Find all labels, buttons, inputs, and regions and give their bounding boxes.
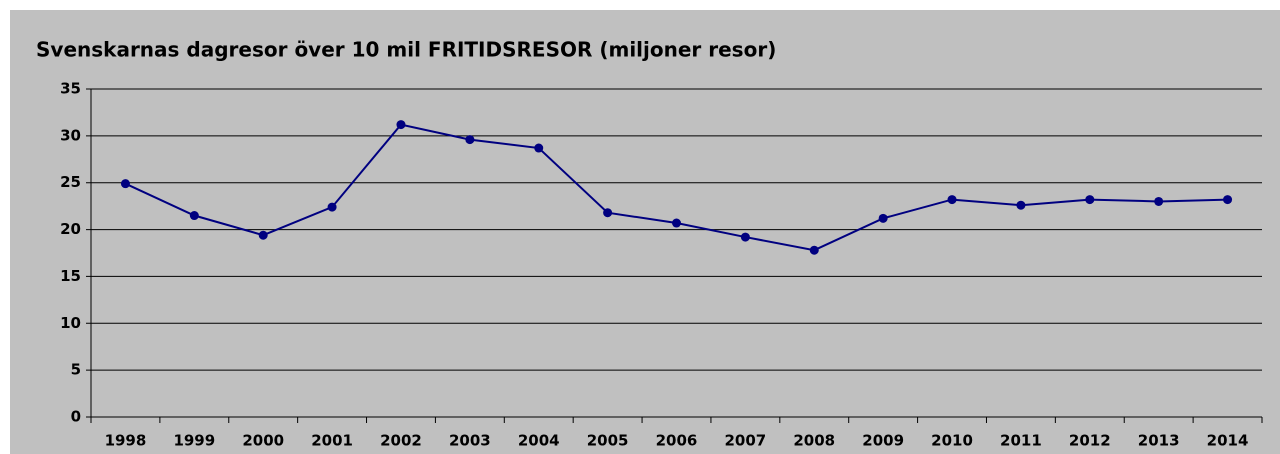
- data-point: [327, 202, 337, 212]
- y-tick-label: 20: [60, 220, 81, 238]
- data-point: [1085, 195, 1095, 205]
- data-point: [740, 232, 750, 242]
- data-point: [189, 211, 199, 221]
- data-point: [1223, 195, 1233, 205]
- data-point: [1154, 196, 1164, 206]
- data-point: [258, 230, 268, 240]
- x-tick-label: 2005: [587, 432, 629, 450]
- data-point: [120, 179, 130, 189]
- x-tick-label: 1999: [173, 432, 215, 450]
- x-tick-label: 2009: [862, 432, 904, 450]
- x-tick-label: 2011: [1000, 432, 1042, 450]
- data-point: [672, 218, 681, 228]
- y-tick-label: 5: [71, 361, 81, 379]
- data-point: [947, 195, 957, 205]
- x-tick-label: 2006: [656, 432, 698, 450]
- y-tick-label: 10: [60, 314, 81, 332]
- data-point: [603, 208, 613, 218]
- x-tick-label: 2014: [1207, 432, 1249, 450]
- y-tick-label: 25: [60, 173, 81, 191]
- y-tick-label: 35: [60, 80, 81, 98]
- data-point: [809, 245, 819, 255]
- x-tick-label: 2001: [311, 432, 353, 450]
- data-point: [396, 120, 406, 130]
- data-point: [534, 143, 544, 153]
- y-tick-label: 15: [60, 267, 81, 285]
- y-tick-label: 0: [71, 408, 81, 426]
- x-tick-label: 2013: [1138, 432, 1180, 450]
- data-point: [1016, 200, 1026, 210]
- x-tick-label: 2012: [1069, 432, 1111, 450]
- x-tick-label: 2000: [242, 432, 284, 450]
- x-tick-label: 2007: [725, 432, 767, 450]
- x-tick-label: 2003: [449, 432, 491, 450]
- x-tick-label: 2004: [518, 432, 560, 450]
- y-tick-label: 30: [60, 126, 81, 144]
- x-tick-label: 2008: [793, 432, 835, 450]
- x-tick-label: 2002: [380, 432, 422, 450]
- x-tick-label: 2010: [931, 432, 973, 450]
- data-point: [465, 135, 475, 145]
- data-point: [878, 213, 888, 223]
- chart-title: Svenskarnas dagresor över 10 mil FRITIDS…: [36, 38, 776, 62]
- chart-background: [10, 10, 1280, 454]
- x-tick-label: 1998: [105, 432, 147, 450]
